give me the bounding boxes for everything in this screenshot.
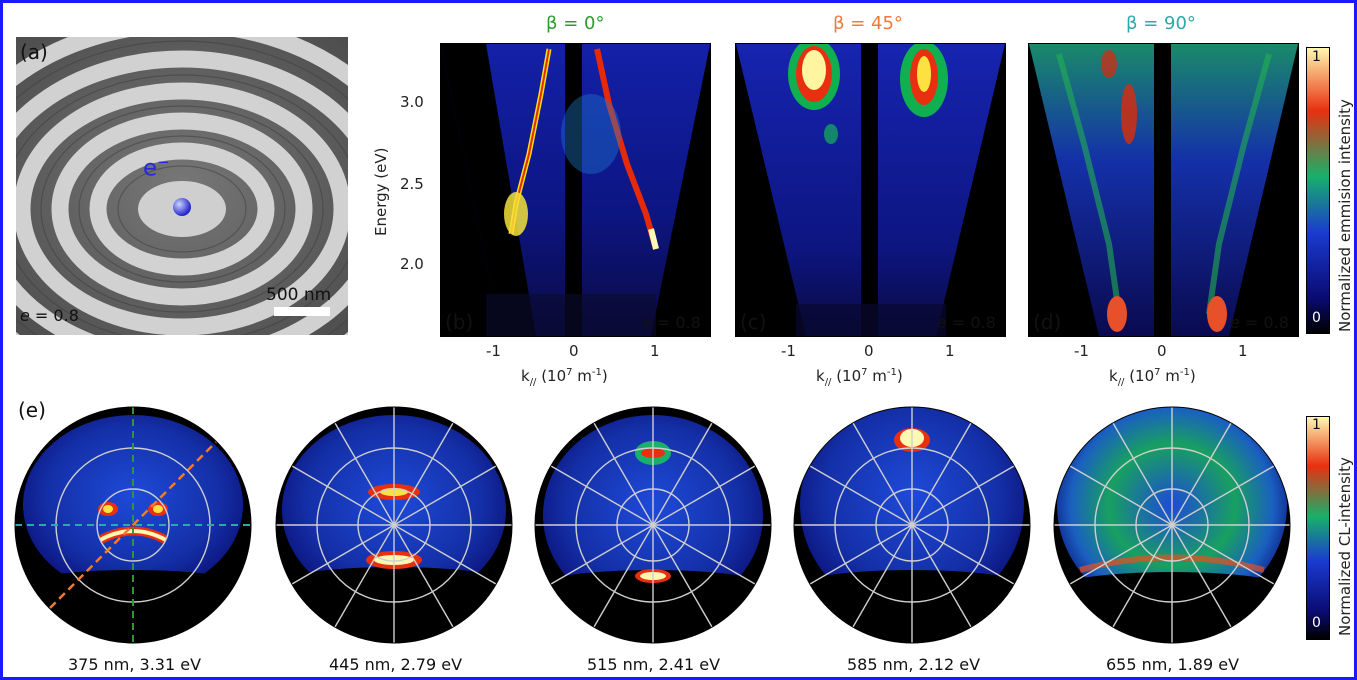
panel-b-map: [441, 44, 710, 336]
polar-plot-655: [1053, 406, 1291, 644]
panel-d-letter: (d): [1033, 310, 1062, 334]
x-tick: 0: [864, 342, 874, 360]
x-axis-label: k// (107 m-1): [816, 367, 903, 388]
colorbar-top-min: 0: [1312, 310, 1321, 326]
colorbar-top-max: 1: [1312, 49, 1321, 65]
panel-b-eccentricity: e = 0.8: [642, 313, 701, 332]
polar-caption: 445 nm, 2.79 eV: [329, 655, 463, 674]
polar-caption: 515 nm, 2.41 eV: [587, 655, 721, 674]
polar-plots: [14, 406, 1291, 644]
polar-caption: 655 nm, 1.89 eV: [1106, 655, 1240, 674]
scale-bar-label: 500 nm: [266, 285, 332, 305]
electron-label: e−: [143, 153, 170, 182]
panel-d-eccentricity: e = 0.8: [1230, 313, 1289, 332]
sem-rings: [16, 37, 348, 335]
panel-d: [1028, 43, 1299, 337]
panel-a-eccentricity: e = 0.8: [20, 306, 79, 325]
panel-b: [440, 43, 711, 337]
sem-image-panel: [16, 37, 348, 335]
polar-plot-515: [534, 406, 772, 644]
x-tick: 1: [650, 342, 660, 360]
x-axis-label: k// (107 m-1): [1109, 367, 1196, 388]
x-tick: -1: [486, 342, 501, 360]
panel-d-title: β = 90°: [1126, 13, 1196, 34]
x-axis-label: k// (107 m-1): [521, 367, 608, 388]
x-tick: 0: [569, 342, 579, 360]
electron-icon: [173, 198, 191, 216]
polar-caption: 375 nm, 3.31 eV: [68, 655, 202, 674]
polar-plot-445: [275, 406, 513, 644]
panel-c-map: [736, 44, 1005, 336]
x-tick: -1: [781, 342, 796, 360]
polar-plot-375: [14, 406, 252, 644]
panel-e-letter: (e): [18, 398, 46, 422]
colorbar-top-label: Normalized emmision intensity: [1336, 99, 1354, 332]
x-tick: -1: [1074, 342, 1089, 360]
panel-b-title: β = 0°: [546, 13, 605, 34]
colorbar-bottom: [1306, 416, 1330, 640]
y-tick: 2.0: [400, 255, 424, 273]
panel-c-eccentricity: e = 0.8: [937, 313, 996, 332]
panel-c-letter: (c): [740, 310, 767, 334]
y-axis-label: Energy (eV): [372, 147, 390, 236]
panel-c: [735, 43, 1006, 337]
colorbar-top: [1306, 47, 1330, 334]
colorbar-bottom-min: 0: [1312, 615, 1321, 631]
polar-plot-585: [793, 406, 1031, 644]
scale-bar: [274, 307, 330, 316]
colorbar-bottom-label: Normalized CL-intensity: [1336, 457, 1354, 636]
panel-b-letter: (b): [445, 310, 474, 334]
x-tick: 1: [1238, 342, 1248, 360]
x-tick: 0: [1157, 342, 1167, 360]
colorbar-bottom-max: 1: [1312, 417, 1321, 433]
panel-d-map: [1029, 44, 1298, 336]
y-tick: 2.5: [400, 175, 424, 193]
panel-a-letter: (a): [20, 40, 48, 64]
polar-caption: 585 nm, 2.12 eV: [847, 655, 981, 674]
y-tick: 3.0: [400, 93, 424, 111]
panel-c-title: β = 45°: [833, 13, 903, 34]
x-tick: 1: [945, 342, 955, 360]
